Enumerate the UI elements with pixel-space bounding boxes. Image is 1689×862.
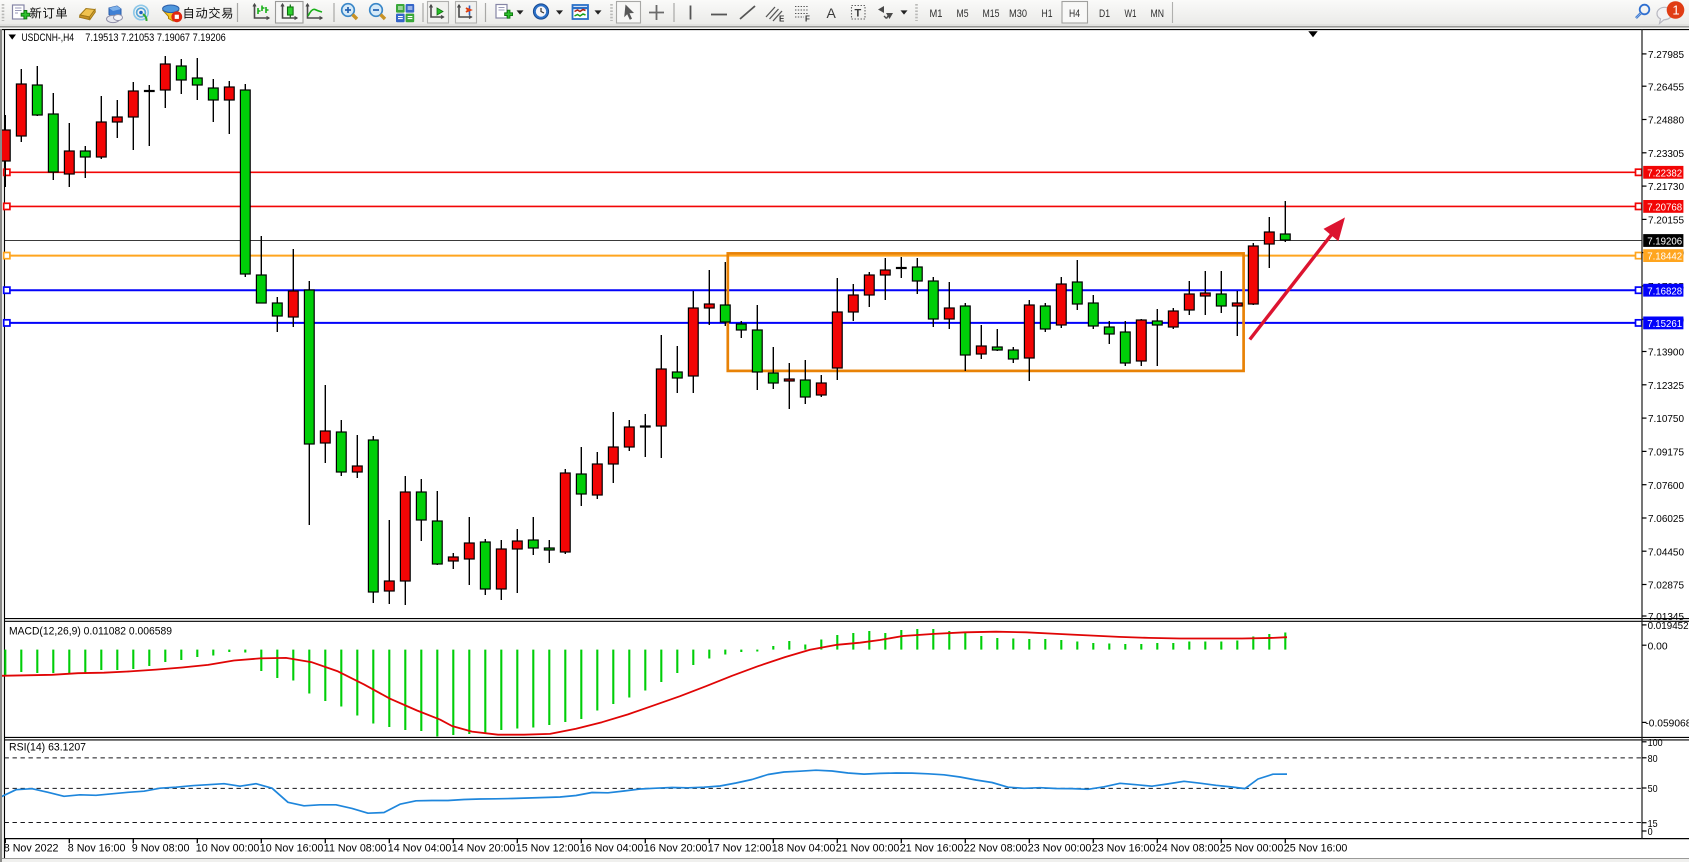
- svg-text:100: 100: [1648, 737, 1663, 749]
- svg-text:7.26455: 7.26455: [1648, 81, 1684, 93]
- svg-text:7.06025: 7.06025: [1648, 513, 1684, 525]
- svg-text:D1: D1: [1099, 8, 1110, 20]
- svg-text:10 Nov 16:00: 10 Nov 16:00: [260, 843, 324, 855]
- svg-text:23 Nov 00:00: 23 Nov 00:00: [1028, 843, 1092, 855]
- svg-text:7.19206: 7.19206: [1647, 236, 1682, 248]
- svg-text:7.09175: 7.09175: [1648, 447, 1684, 459]
- svg-text:15 Nov 12:00: 15 Nov 12:00: [516, 843, 580, 855]
- svg-text:F: F: [805, 15, 810, 24]
- svg-text:7.23305: 7.23305: [1648, 148, 1684, 160]
- svg-text:7.13900: 7.13900: [1648, 347, 1684, 359]
- svg-text:25 Nov 00:00: 25 Nov 00:00: [1220, 843, 1284, 855]
- svg-text:7.04450: 7.04450: [1648, 546, 1684, 558]
- svg-text:M5: M5: [957, 8, 969, 20]
- svg-text:0: 0: [1648, 826, 1653, 838]
- svg-text:7.01345: 7.01345: [1648, 611, 1684, 623]
- svg-text:14 Nov 04:00: 14 Nov 04:00: [388, 843, 452, 855]
- svg-text:7.21730: 7.21730: [1648, 181, 1684, 193]
- svg-text:7.16828: 7.16828: [1647, 285, 1682, 297]
- svg-text:17 Nov 12:00: 17 Nov 12:00: [708, 843, 772, 855]
- svg-text:9 Nov 08:00: 9 Nov 08:00: [132, 843, 190, 855]
- svg-text:11 Nov 08:00: 11 Nov 08:00: [324, 843, 387, 855]
- svg-text:23 Nov 16:00: 23 Nov 16:00: [1092, 843, 1156, 855]
- svg-text:25 Nov 16:00: 25 Nov 16:00: [1284, 843, 1348, 855]
- svg-text:7.20768: 7.20768: [1647, 202, 1682, 214]
- svg-text:1: 1: [1672, 3, 1679, 18]
- svg-text:7.07600: 7.07600: [1648, 480, 1684, 492]
- svg-text:RSI(14) 63.1207: RSI(14) 63.1207: [9, 741, 86, 753]
- svg-text:M15: M15: [983, 8, 1000, 20]
- svg-text:10 Nov 00:00: 10 Nov 00:00: [196, 843, 260, 855]
- svg-text:MN: MN: [1151, 8, 1165, 20]
- svg-text:18 Nov 04:00: 18 Nov 04:00: [772, 843, 836, 855]
- svg-text:7.18442: 7.18442: [1647, 251, 1682, 263]
- svg-text:16 Nov 20:00: 16 Nov 20:00: [644, 843, 708, 855]
- svg-text:-0.059068: -0.059068: [1645, 718, 1689, 730]
- svg-text:E: E: [779, 15, 785, 24]
- svg-text:8 Nov 2022: 8 Nov 2022: [4, 843, 59, 855]
- svg-text:22 Nov 08:00: 22 Nov 08:00: [964, 843, 1028, 855]
- svg-text:15: 15: [1648, 818, 1658, 830]
- svg-text:7.15261: 7.15261: [1647, 318, 1682, 330]
- svg-text:80: 80: [1648, 753, 1658, 765]
- svg-text:M30: M30: [1009, 8, 1027, 20]
- svg-text:21 Nov 16:00: 21 Nov 16:00: [900, 843, 964, 855]
- svg-text:7.22382: 7.22382: [1647, 167, 1682, 179]
- svg-text:7.27985: 7.27985: [1648, 49, 1684, 61]
- svg-text:7.20155: 7.20155: [1648, 215, 1684, 227]
- svg-text:7.24880: 7.24880: [1648, 115, 1684, 127]
- svg-text:0.00: 0.00: [1648, 640, 1668, 652]
- svg-text:50: 50: [1648, 783, 1658, 795]
- svg-text:H4: H4: [1069, 8, 1080, 20]
- svg-text:T: T: [855, 8, 862, 20]
- svg-text:8 Nov 16:00: 8 Nov 16:00: [68, 843, 126, 855]
- svg-text:MACD(12,26,9) 0.011082 0.00658: MACD(12,26,9) 0.011082 0.006589: [9, 626, 172, 638]
- svg-text:A: A: [827, 5, 837, 21]
- svg-text:14 Nov 20:00: 14 Nov 20:00: [452, 843, 516, 855]
- svg-text:7.12325: 7.12325: [1648, 380, 1684, 392]
- svg-text:24 Nov 08:00: 24 Nov 08:00: [1156, 843, 1220, 855]
- svg-text:7.10750: 7.10750: [1648, 413, 1684, 425]
- svg-text:7.02875: 7.02875: [1648, 580, 1684, 592]
- svg-text:W1: W1: [1125, 8, 1137, 20]
- svg-text:H1: H1: [1042, 8, 1053, 20]
- svg-text:USDCNH-,H4: USDCNH-,H4: [22, 32, 75, 44]
- svg-text:7.19513 7.21053 7.19067 7.1920: 7.19513 7.21053 7.19067 7.19206: [85, 32, 226, 44]
- svg-text:0.019452: 0.019452: [1648, 620, 1689, 632]
- svg-text:M1: M1: [930, 8, 943, 20]
- svg-text:16 Nov 04:00: 16 Nov 04:00: [580, 843, 644, 855]
- svg-text:21 Nov 00:00: 21 Nov 00:00: [836, 843, 900, 855]
